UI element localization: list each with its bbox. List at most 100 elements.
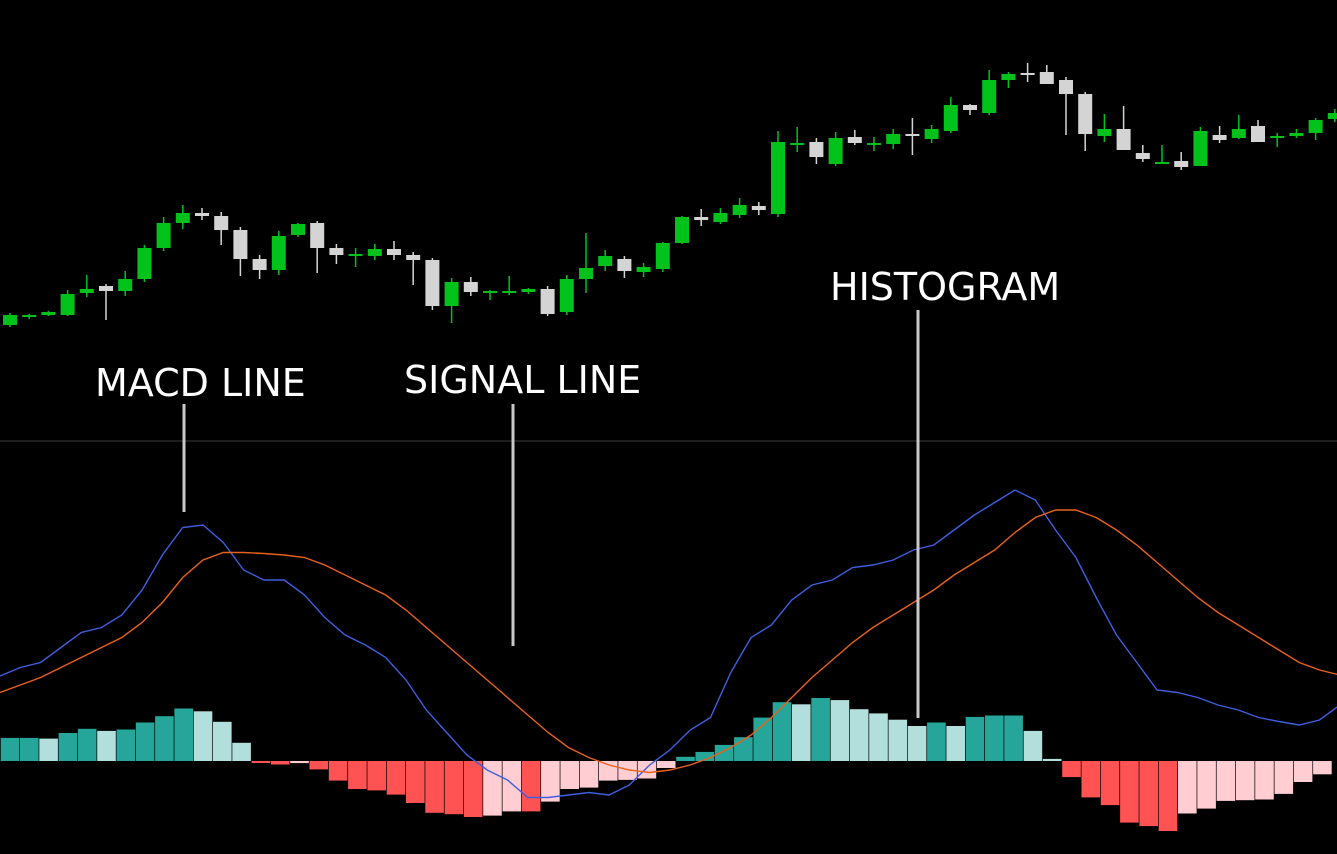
histogram-bar [1178, 761, 1197, 814]
histogram-bar [1139, 761, 1158, 827]
histogram-bar [155, 716, 174, 761]
candle-body [1251, 126, 1265, 142]
candle-body [1289, 133, 1304, 136]
histogram-bar [830, 700, 850, 761]
candle-body [1116, 129, 1131, 150]
candle-body [118, 279, 133, 291]
candle-body [137, 248, 152, 279]
histogram-bar [116, 729, 136, 761]
candle-body [521, 289, 536, 292]
candle-body [982, 80, 997, 113]
histogram-bar [97, 730, 116, 761]
histogram-bar [676, 756, 695, 761]
histogram-label: HISTOGRAM [830, 265, 1060, 309]
candle-body [847, 137, 862, 143]
candle-body [387, 249, 401, 255]
histogram-bar [444, 761, 464, 815]
histogram-bar [367, 761, 386, 791]
candle-body [1193, 131, 1208, 166]
histogram-bar [1004, 715, 1023, 761]
histogram-bar [792, 704, 811, 761]
candle-body [1020, 73, 1035, 75]
histogram-bar [0, 737, 20, 761]
candle-body [1270, 136, 1285, 138]
candle-body [943, 105, 958, 131]
histogram-bar [77, 728, 97, 761]
candle-body [598, 256, 613, 266]
histogram-bar [734, 737, 753, 761]
candle-body [291, 224, 305, 235]
histogram-bar [985, 715, 1004, 761]
histogram-bar [521, 761, 541, 812]
candle-body [1231, 129, 1246, 138]
candle-body [617, 259, 632, 271]
histogram-bar [1158, 761, 1178, 831]
histogram-bar [849, 709, 869, 761]
histogram-bar [328, 761, 348, 781]
candle-body [809, 142, 824, 157]
candle-body [483, 291, 497, 293]
histogram-bar [695, 751, 715, 761]
histogram-bar [869, 713, 888, 761]
candle-body [1097, 129, 1112, 136]
histogram-bar [579, 761, 599, 788]
histogram-bar [309, 761, 329, 770]
histogram-bar [946, 726, 965, 761]
candle-body [694, 217, 709, 220]
macd-line [0, 489, 1337, 799]
histogram-bar [58, 733, 78, 761]
candle-body [636, 267, 651, 272]
candle-body [214, 216, 229, 230]
candle-body [963, 105, 977, 110]
histogram-bar [656, 761, 676, 768]
histogram-bar [541, 761, 560, 802]
histogram-bar [560, 761, 579, 789]
candle-body [1308, 120, 1323, 133]
histogram-bar [1235, 761, 1255, 801]
price-candles [3, 63, 1337, 327]
histogram-bar [811, 698, 830, 761]
macd-line-label: MACD LINE [95, 361, 306, 405]
histogram-bar [965, 716, 985, 761]
histogram-bar [599, 761, 618, 781]
histogram-bar [1255, 761, 1274, 800]
macd-lines [0, 489, 1337, 799]
candle-body [1078, 94, 1093, 134]
candle-body [99, 286, 113, 291]
histogram-bar [888, 719, 908, 761]
histogram-bar [251, 761, 271, 763]
candle-body [1001, 74, 1016, 80]
histogram-bar [290, 761, 309, 764]
signal-line [0, 509, 1337, 774]
histogram-bar [425, 761, 444, 813]
candle-body [886, 134, 901, 144]
candle-body [156, 223, 171, 248]
candle-body [675, 217, 689, 243]
histogram-bar [174, 708, 193, 761]
histogram-bar [637, 761, 657, 779]
candle-body [329, 248, 344, 255]
candle-body [655, 243, 670, 269]
candle-body [406, 255, 421, 260]
candle-body [559, 279, 574, 312]
candle-body [1039, 72, 1054, 84]
candle-body [348, 254, 363, 256]
histogram-bar [1216, 761, 1236, 801]
candle-body [924, 129, 939, 139]
histogram-bar [1274, 761, 1294, 794]
histogram-bar [193, 711, 213, 761]
histogram-bar [1313, 761, 1332, 775]
candle-body [713, 213, 728, 222]
histogram-bar [1081, 761, 1101, 798]
candle-body [502, 291, 517, 293]
candle-body [175, 213, 190, 223]
candle-body [751, 206, 766, 210]
candle-body [310, 223, 325, 248]
histogram-bar [927, 722, 946, 761]
histogram-bar [1023, 730, 1043, 761]
histogram-bar [772, 702, 792, 761]
candle-body [1059, 80, 1073, 94]
histogram-bar [135, 722, 155, 761]
